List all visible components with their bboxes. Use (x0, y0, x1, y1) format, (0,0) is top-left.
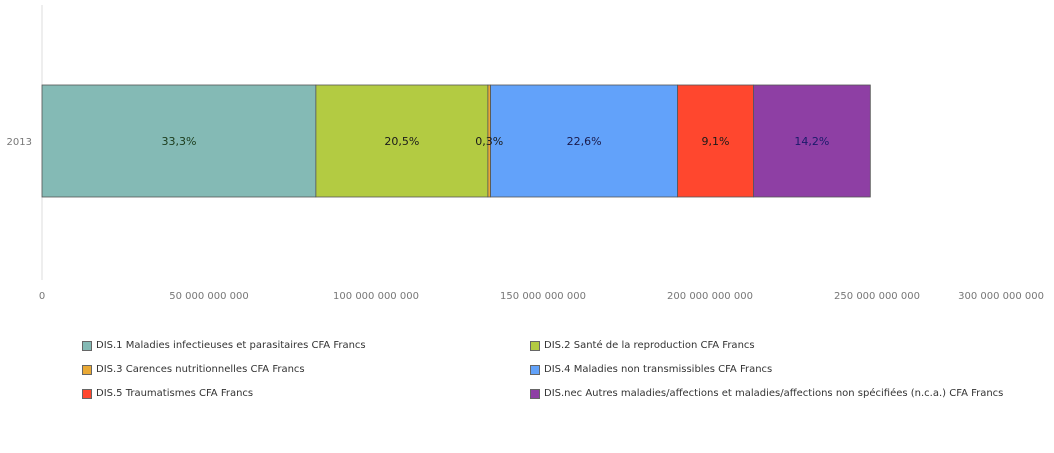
legend-swatch (82, 340, 92, 351)
data-label: 33,3% (161, 135, 196, 148)
x-tick-label: 50 000 000 000 (169, 291, 249, 302)
legend-item: DIS.4 Maladies non transmissibles CFA Fr… (530, 364, 772, 375)
legend-item: DIS.nec Autres maladies/affections et ma… (530, 388, 1003, 399)
legend-swatch (82, 388, 92, 399)
legend-swatch (530, 364, 540, 375)
data-label: 20,5% (384, 135, 419, 148)
legend-item: DIS.2 Santé de la reproduction CFA Franc… (530, 340, 755, 351)
bar-segment (41, 84, 317, 198)
x-tick-label: 0 (39, 291, 45, 302)
legend-label: DIS.nec Autres maladies/affections et ma… (544, 388, 1004, 399)
legend-label: DIS.3 Carences nutritionnelles CFA Franc… (96, 364, 305, 375)
data-label: 14,2% (794, 135, 829, 148)
bar-segment (315, 84, 489, 198)
x-tick-label: 200 000 000 000 (667, 291, 753, 302)
legend-item: DIS.1 Maladies infectieuses et parasitai… (82, 340, 366, 351)
legend-swatch (530, 388, 540, 399)
legend-label: DIS.1 Maladies infectieuses et parasitai… (96, 340, 366, 351)
data-label: 0,3% (475, 135, 503, 148)
x-tick-label: 300 000 000 000 (958, 291, 1044, 302)
bar-segment (753, 84, 871, 198)
legend-item: DIS.5 Traumatismes CFA Francs (82, 388, 253, 399)
bar-segment (677, 84, 754, 198)
legend-label: DIS.5 Traumatismes CFA Francs (96, 388, 254, 399)
legend-swatch (82, 364, 92, 375)
stacked-bar-chart: 2013 0 50 000 000 000 100 000 000 000 150 00… (7, 5, 1044, 302)
legend-item: DIS.3 Carences nutritionnelles CFA Franc… (82, 364, 305, 375)
x-tick-label: 150 000 000 000 (500, 291, 586, 302)
x-tick-label: 100 000 000 000 (333, 291, 419, 302)
bar-segment (490, 84, 679, 198)
data-label: 9,1% (702, 135, 730, 148)
data-label: 22,6% (567, 135, 602, 148)
legend-swatch (530, 340, 540, 351)
x-tick-label: 250 000 000 000 (834, 291, 920, 302)
legend-label: DIS.2 Santé de la reproduction CFA Franc… (544, 340, 755, 351)
y-tick-label: 2013 (7, 137, 32, 148)
legend-label: DIS.4 Maladies non transmissibles CFA Fr… (544, 364, 773, 375)
